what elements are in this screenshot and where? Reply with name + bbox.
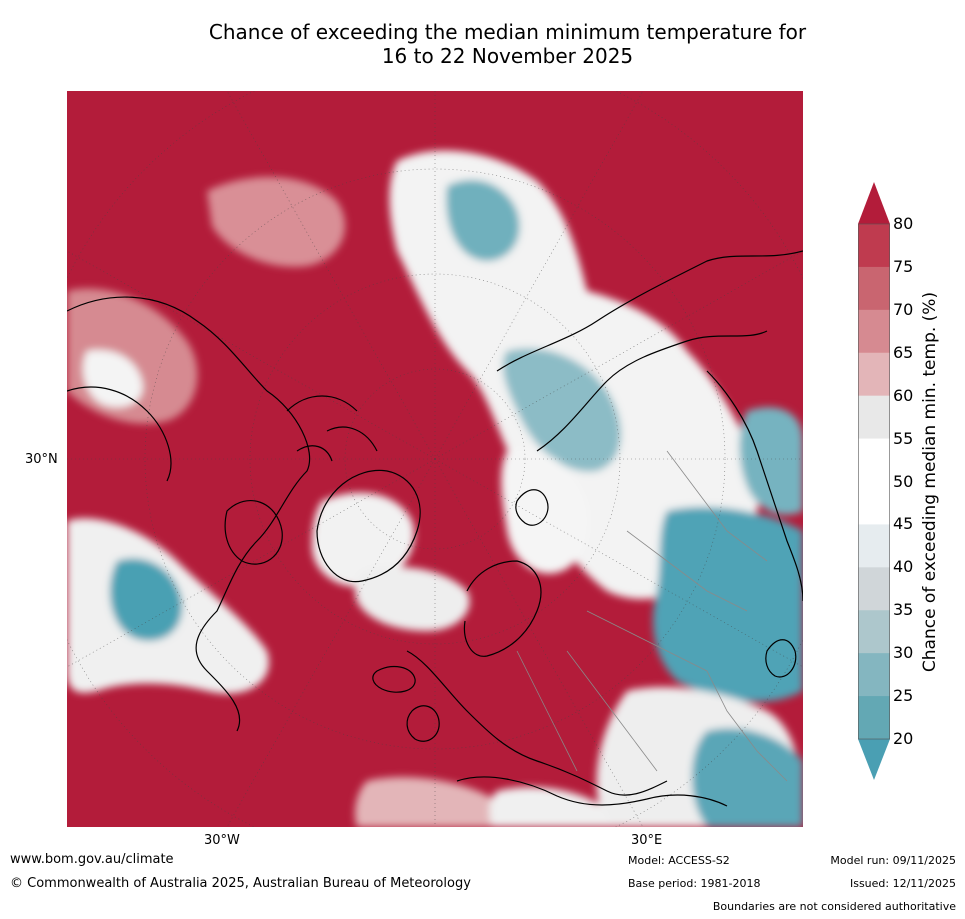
coast-british-isles [406, 705, 440, 742]
colorbar-tick-label: 70 [893, 299, 914, 319]
colorbar-band-c55_60 [858, 395, 890, 440]
colorbar-tick-label: 30 [893, 643, 914, 663]
colorbar-tick-label: 20 [893, 729, 914, 748]
coast-canadian-archipelago [286, 395, 378, 462]
footer-model: Model: ACCESS-S2 [628, 854, 730, 867]
footer-disclaimer: Boundaries are not considered authoritat… [712, 900, 956, 913]
coast-scandinavia [463, 560, 542, 657]
footer-copyright: © Commonwealth of Australia 2025, Austra… [10, 876, 471, 891]
lat-label-30n: 30°N [25, 452, 58, 467]
colorbar-tick-label: 50 [893, 471, 914, 491]
coast-alaska [67, 386, 172, 482]
coast-mediterranean [456, 776, 728, 807]
field-norwegian-sea-neutral [355, 567, 470, 631]
colorbar-extend-high [858, 182, 890, 224]
field-atlantic-pink [355, 777, 502, 827]
field-alaska-white [83, 350, 143, 408]
colorbar-band-c30_35 [858, 610, 890, 654]
footer-base-period: Base period: 1981-2018 [628, 877, 761, 890]
colorbar-band-c40_45 [858, 524, 890, 568]
chart-title: Chance of exceeding the median minimum t… [100, 20, 915, 68]
footer-model-run: Model run: 09/11/2025 [830, 854, 956, 867]
coast-novaya-zemlya [515, 489, 549, 526]
colorbar-tick-label: 25 [893, 686, 914, 706]
field-east-asia-lightblue [739, 407, 803, 515]
field-north-pacific-pink [207, 177, 346, 267]
coast-east-asia [706, 370, 803, 602]
coastlines [67, 250, 803, 807]
country-boundaries [516, 450, 788, 782]
field-east-asia-blue [653, 507, 803, 702]
field-greenland-neutral [312, 492, 415, 587]
field-scandinavia-neutral [501, 448, 590, 574]
coast-japan [765, 639, 797, 678]
colorbar-tick-label: 80 [893, 214, 914, 233]
colorbar-tick-label: 45 [893, 514, 914, 534]
colorbar-band-c35_40 [858, 567, 890, 611]
colorbar-tick-label: 40 [893, 557, 914, 577]
colorbar-tick-label: 60 [893, 385, 914, 405]
colorbar-bands [858, 224, 890, 740]
colorbar-label: Chance of exceeding median min. temp. (%… [920, 291, 940, 673]
field-north-africa-neutral [489, 787, 611, 827]
colorbar [858, 182, 890, 780]
field-siberia-blue [446, 180, 520, 261]
coast-russia-arctic [536, 330, 768, 452]
colorbar-band-c75_80 [858, 224, 890, 268]
field-central-siberia-blue [502, 348, 621, 472]
coast-europe [406, 650, 668, 796]
colorbar-tick-label: 65 [893, 342, 914, 362]
colorbar-band-c50_55 [858, 438, 890, 482]
colorbar-band-c20_25 [858, 696, 890, 740]
colorbar-band-c70_75 [858, 266, 890, 311]
graticule [67, 91, 803, 827]
colorbar-tick-label: 55 [893, 428, 914, 448]
map-panel [67, 91, 803, 827]
probability-map [67, 91, 803, 827]
title-line-1: Chance of exceeding the median minimum t… [208, 20, 807, 44]
coast-north-america [67, 296, 311, 732]
title-line-2: 16 to 22 November 2025 [381, 44, 634, 68]
colorbar-outline [858, 223, 890, 740]
colorbar-band-c65_70 [858, 309, 890, 354]
colorbar-band-c60_65 [858, 352, 890, 397]
lon-label-30w: 30°W [204, 833, 240, 848]
lon-label-30e: 30°E [631, 833, 663, 848]
colorbar-band-c25_30 [858, 653, 890, 697]
coast-hudson-bay [224, 500, 283, 565]
colorbar-tick-label: 35 [893, 600, 914, 620]
colorbar-tick-label: 75 [893, 256, 914, 276]
coast-greenland [316, 469, 421, 583]
colorbar-extend-low [858, 739, 890, 780]
footer-issued: Issued: 12/11/2025 [849, 877, 956, 890]
field-north-america-blue [109, 558, 183, 641]
probability-field [67, 150, 803, 827]
coast-siberia [496, 250, 803, 372]
footer-website[interactable]: www.bom.gov.au/climate [10, 852, 174, 867]
coast-iceland [372, 665, 416, 693]
colorbar-band-c45_50 [858, 481, 890, 525]
